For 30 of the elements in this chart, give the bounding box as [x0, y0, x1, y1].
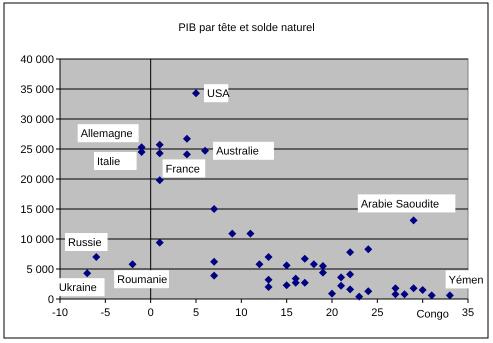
- annotation: Roumanie: [117, 274, 168, 286]
- y-tick-label: 30 000: [20, 114, 54, 126]
- x-tick-label: 25: [371, 307, 384, 319]
- y-tick-label: 25 000: [20, 144, 54, 156]
- x-tick-label: 35: [462, 307, 474, 319]
- y-tick-label: 35 000: [20, 84, 54, 96]
- x-tick-label: 15: [280, 307, 293, 319]
- annotation: Yémen: [448, 274, 484, 286]
- annotation: France: [166, 163, 200, 176]
- y-tick-label: 10 000: [20, 234, 54, 246]
- y-tick-label: 0: [48, 294, 54, 306]
- annotation: Ukraine: [58, 282, 97, 294]
- annotation: USA: [207, 88, 230, 100]
- y-tick-label: 20 000: [20, 174, 54, 186]
- annotation: Russie: [68, 236, 102, 249]
- annotation: Arabie Saoudite: [360, 198, 440, 210]
- annotation: Congo: [416, 308, 449, 320]
- x-tick-label: 0: [148, 307, 154, 319]
- y-tick-label: 15 000: [20, 204, 54, 216]
- annotation: Allemagne: [80, 128, 133, 140]
- x-tick-label: 5: [192, 307, 200, 319]
- x-tick-label: -5: [100, 307, 110, 319]
- y-tick-label: 5 000: [26, 264, 54, 276]
- x-tick-label: -10: [52, 307, 68, 319]
- annotation: Australie: [216, 146, 259, 158]
- chart-title: PIB par tête et solde naturel: [178, 22, 315, 34]
- x-tick-label: 10: [235, 307, 248, 319]
- annotation: Italie: [97, 156, 120, 168]
- x-tick-label: 20: [326, 307, 338, 319]
- y-tick-label: 40 000: [20, 54, 54, 66]
